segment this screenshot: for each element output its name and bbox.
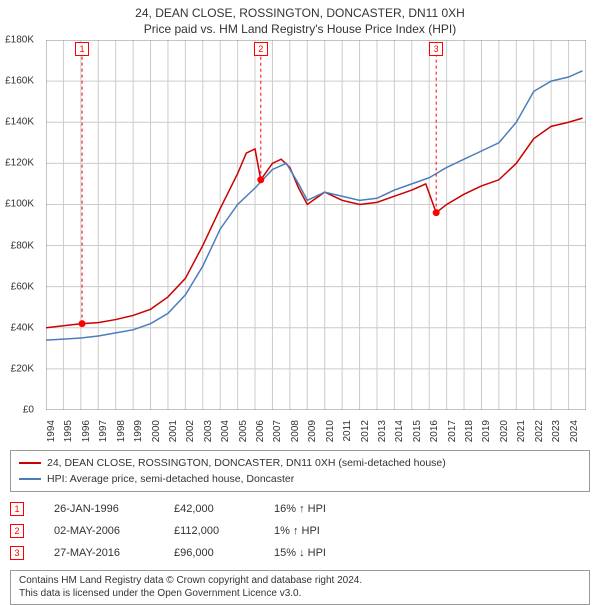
y-tick-label: £180K: [0, 35, 34, 46]
transaction-hpi: 15% ↓ HPI: [274, 547, 354, 559]
x-tick-label: 2013: [377, 420, 388, 442]
chart-title: 24, DEAN CLOSE, ROSSINGTON, DONCASTER, D…: [0, 0, 600, 20]
chart-area: £0£20K£40K£60K£80K£100K£120K£140K£160K£1…: [38, 40, 598, 410]
x-tick-label: 1999: [133, 420, 144, 442]
legend-label: HPI: Average price, semi-detached house,…: [47, 473, 294, 485]
x-tick-label: 1994: [46, 420, 57, 442]
transactions-table: 1 26-JAN-1996 £42,000 16% ↑ HPI 2 02-MAY-2006…: [10, 498, 590, 564]
x-tick-label: 2012: [360, 420, 371, 442]
y-tick-label: £140K: [0, 117, 34, 128]
x-tick-label: 2009: [307, 420, 318, 442]
x-tick-label: 2002: [185, 420, 196, 442]
x-tick-label: 2024: [569, 420, 580, 442]
x-tick-label: 1998: [116, 420, 127, 442]
x-tick-label: 2004: [220, 420, 231, 442]
y-tick-label: £100K: [0, 199, 34, 210]
x-tick-label: 2020: [499, 420, 510, 442]
x-tick-label: 2011: [342, 420, 353, 442]
x-tick-label: 2014: [394, 420, 405, 442]
transaction-date: 27-MAY-2016: [54, 547, 154, 559]
x-tick-label: 2005: [238, 420, 249, 442]
x-tick-label: 2022: [534, 420, 545, 442]
y-tick-label: £0: [0, 405, 34, 416]
footer-line2: This data is licensed under the Open Gov…: [19, 588, 581, 601]
x-tick-label: 2019: [481, 420, 492, 442]
x-tick-label: 2000: [151, 420, 162, 442]
x-tick-label: 2006: [255, 420, 266, 442]
transaction-date: 26-JAN-1996: [54, 503, 154, 515]
transaction-row: 3 27-MAY-2016 £96,000 15% ↓ HPI: [10, 542, 590, 564]
x-tick-label: 2008: [290, 420, 301, 442]
chart-container: 24, DEAN CLOSE, ROSSINGTON, DONCASTER, D…: [0, 0, 600, 590]
legend-swatch: [19, 462, 41, 464]
x-tick-label: 2016: [429, 420, 440, 442]
chart-subtitle: Price paid vs. HM Land Registry's House …: [0, 20, 600, 40]
y-tick-label: £160K: [0, 76, 34, 87]
transaction-price: £96,000: [174, 547, 254, 559]
legend-item: HPI: Average price, semi-detached house,…: [19, 471, 581, 487]
footer-attribution: Contains HM Land Registry data © Crown c…: [10, 570, 590, 605]
x-tick-label: 2021: [516, 420, 527, 442]
chart-marker-1: 1: [75, 42, 89, 56]
transaction-hpi: 16% ↑ HPI: [274, 503, 354, 515]
x-axis-labels: 1994 1995 1996 1997 1998 1999 2000 2001 2002 2003…: [46, 420, 586, 450]
transaction-number: 2: [10, 524, 24, 538]
y-tick-label: £120K: [0, 158, 34, 169]
transaction-price: £112,000: [174, 525, 254, 537]
x-tick-label: 2015: [412, 420, 423, 442]
x-tick-label: 2007: [272, 420, 283, 442]
x-tick-label: 2010: [325, 420, 336, 442]
x-tick-label: 2001: [168, 420, 179, 442]
transaction-hpi: 1% ↑ HPI: [274, 525, 354, 537]
x-tick-label: 2023: [551, 420, 562, 442]
x-tick-label: 1995: [63, 420, 74, 442]
transaction-price: £42,000: [174, 503, 254, 515]
transaction-number: 1: [10, 502, 24, 516]
x-tick-label: 1997: [98, 420, 109, 442]
x-tick-label: 2017: [447, 420, 458, 442]
y-tick-label: £60K: [0, 281, 34, 292]
legend: 24, DEAN CLOSE, ROSSINGTON, DONCASTER, D…: [10, 450, 590, 492]
chart-marker-2: 2: [254, 42, 268, 56]
legend-item: 24, DEAN CLOSE, ROSSINGTON, DONCASTER, D…: [19, 455, 581, 471]
x-tick-label: 2003: [203, 420, 214, 442]
legend-label: 24, DEAN CLOSE, ROSSINGTON, DONCASTER, D…: [47, 457, 446, 469]
chart-marker-3: 3: [429, 42, 443, 56]
y-tick-label: £80K: [0, 240, 34, 251]
y-tick-label: £20K: [0, 363, 34, 374]
y-tick-label: £40K: [0, 322, 34, 333]
transaction-date: 02-MAY-2006: [54, 525, 154, 537]
footer-line1: Contains HM Land Registry data © Crown c…: [19, 575, 581, 588]
line-chart: [46, 40, 586, 410]
transaction-row: 1 26-JAN-1996 £42,000 16% ↑ HPI: [10, 498, 590, 520]
x-tick-label: 2018: [464, 420, 475, 442]
transaction-number: 3: [10, 546, 24, 560]
transaction-row: 2 02-MAY-2006 £112,000 1% ↑ HPI: [10, 520, 590, 542]
legend-swatch: [19, 478, 41, 480]
x-tick-label: 1996: [81, 420, 92, 442]
